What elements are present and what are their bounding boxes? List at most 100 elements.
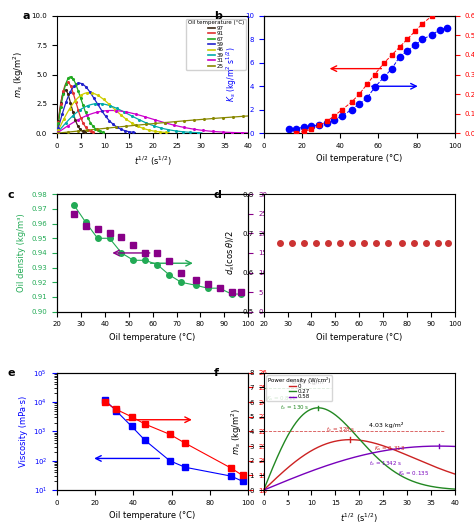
Point xyxy=(67,82,74,91)
0.27 xyxy=(377,457,383,464)
Point xyxy=(83,111,91,120)
Point xyxy=(172,126,179,135)
Point xyxy=(55,128,62,136)
0 xyxy=(372,440,378,446)
Point xyxy=(83,126,91,134)
X-axis label: Oil temperature (°C): Oil temperature (°C) xyxy=(109,333,196,342)
Point xyxy=(120,108,128,116)
Point xyxy=(239,112,246,121)
Point xyxy=(94,91,102,100)
0.58 xyxy=(273,482,278,489)
Point xyxy=(90,128,97,136)
0.27 xyxy=(452,486,458,492)
Point xyxy=(103,124,110,132)
0 xyxy=(347,436,353,443)
Point xyxy=(59,90,67,98)
Point xyxy=(132,121,140,130)
0 xyxy=(377,442,383,448)
Point xyxy=(58,110,66,118)
Point xyxy=(72,80,80,88)
Point xyxy=(55,117,62,125)
Point xyxy=(179,128,187,136)
Point xyxy=(121,126,129,135)
0.27 xyxy=(315,405,321,411)
Point xyxy=(156,128,164,136)
Point xyxy=(102,112,109,120)
Point xyxy=(117,111,124,119)
Point xyxy=(97,128,104,136)
Point xyxy=(112,106,120,115)
Point xyxy=(122,122,130,130)
Y-axis label: $K_s$ (kg/m$^2$ s$^{1/2}$): $K_s$ (kg/m$^2$ s$^{1/2}$) xyxy=(225,46,239,102)
Point xyxy=(83,89,91,97)
Point xyxy=(118,125,125,133)
0 xyxy=(406,453,412,459)
Point xyxy=(180,123,188,132)
Point xyxy=(59,89,67,97)
Point xyxy=(82,123,90,131)
0.58 xyxy=(383,447,388,454)
0.58 xyxy=(372,450,378,456)
Point xyxy=(128,119,136,127)
Y-axis label: $\lambda$ (N/m): $\lambda$ (N/m) xyxy=(266,415,278,448)
Point xyxy=(219,128,227,136)
Point xyxy=(55,124,62,132)
Text: f: f xyxy=(214,368,219,378)
Y-axis label: $\theta$ (degree): $\theta$ (degree) xyxy=(265,230,278,276)
Point xyxy=(77,113,84,122)
Point xyxy=(64,128,72,136)
Line: 0: 0 xyxy=(264,440,455,490)
Point xyxy=(134,122,141,130)
0.58 xyxy=(452,443,458,450)
0.27 xyxy=(372,453,378,459)
Y-axis label: $d_s(\cos\theta)/2$: $d_s(\cos\theta)/2$ xyxy=(225,231,237,275)
Text: c: c xyxy=(7,190,14,200)
Point xyxy=(69,111,77,120)
Y-axis label: $m_s$ (kg/m$^2$): $m_s$ (kg/m$^2$) xyxy=(11,51,26,98)
Point xyxy=(72,115,79,124)
Point xyxy=(91,100,99,108)
Point xyxy=(69,75,77,83)
Point xyxy=(89,122,97,130)
Point xyxy=(200,115,208,123)
Point xyxy=(99,100,106,108)
0 xyxy=(261,487,266,493)
Point xyxy=(157,124,165,132)
0 xyxy=(452,471,458,477)
Line: 0.27: 0.27 xyxy=(264,408,455,490)
Point xyxy=(82,108,89,116)
Point xyxy=(57,100,64,109)
Point xyxy=(106,101,113,110)
Point xyxy=(210,114,217,123)
Text: $K_s$ = 0.135: $K_s$ = 0.135 xyxy=(398,470,429,479)
Y-axis label: Oil density (kg/m³): Oil density (kg/m³) xyxy=(17,213,26,292)
Point xyxy=(99,128,107,136)
Point xyxy=(77,94,84,102)
Legend: 0, 0.27, 0.58: 0, 0.27, 0.58 xyxy=(266,375,332,401)
Point xyxy=(66,104,73,113)
0.27 xyxy=(406,476,412,483)
Point xyxy=(238,129,246,137)
Point xyxy=(66,88,74,96)
Point xyxy=(93,125,101,133)
Point xyxy=(60,87,67,95)
X-axis label: Oil temperature (°C): Oil temperature (°C) xyxy=(316,154,402,163)
Point xyxy=(94,126,102,134)
0.58 xyxy=(377,448,383,455)
Point xyxy=(62,80,70,89)
Text: b: b xyxy=(214,11,222,21)
Point xyxy=(122,108,130,116)
Point xyxy=(74,106,82,114)
Legend: 97, 91, 67, 59, 46, 39, 31, 25: 97, 91, 67, 59, 46, 39, 31, 25 xyxy=(186,18,246,71)
Point xyxy=(87,119,94,127)
Point xyxy=(90,94,98,102)
Point xyxy=(67,73,74,81)
Point xyxy=(162,128,170,136)
Point xyxy=(145,126,153,134)
Point xyxy=(98,106,105,115)
Point xyxy=(76,125,84,133)
Point xyxy=(55,128,62,136)
Point xyxy=(64,90,72,99)
0.58 xyxy=(406,444,411,451)
0.27 xyxy=(426,483,431,489)
